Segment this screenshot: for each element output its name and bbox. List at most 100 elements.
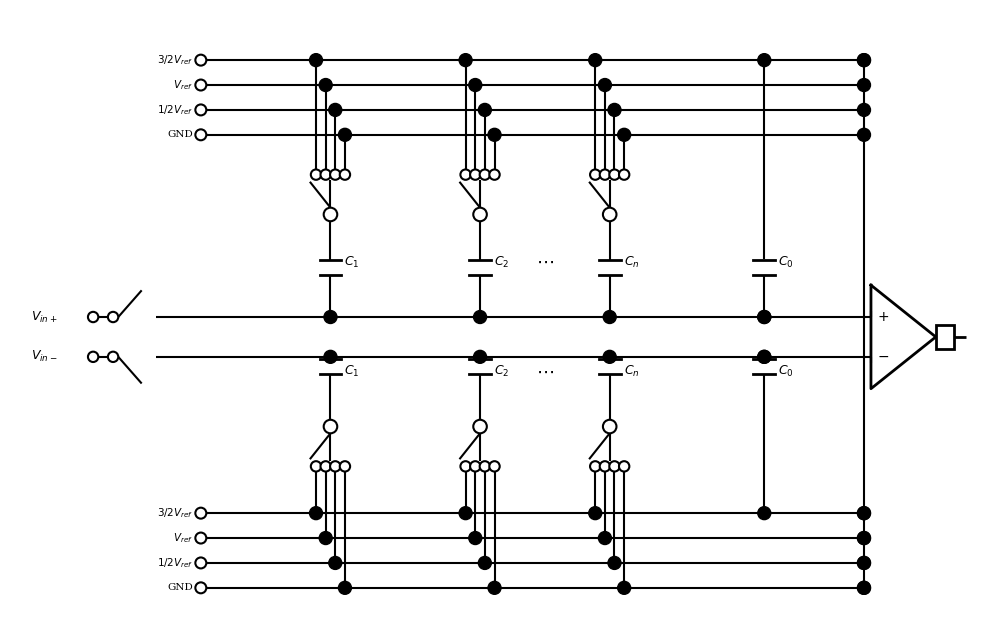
Circle shape — [88, 312, 98, 322]
Circle shape — [590, 461, 600, 472]
Circle shape — [195, 532, 206, 544]
Text: $V_{ref}$: $V_{ref}$ — [173, 531, 193, 545]
Circle shape — [598, 532, 611, 544]
Circle shape — [195, 129, 206, 141]
Circle shape — [108, 312, 118, 322]
Circle shape — [330, 461, 340, 472]
Circle shape — [474, 311, 487, 323]
Circle shape — [195, 104, 206, 116]
Circle shape — [618, 128, 631, 141]
Circle shape — [340, 169, 350, 180]
Circle shape — [758, 311, 771, 323]
Circle shape — [858, 557, 870, 569]
Circle shape — [473, 420, 487, 433]
Circle shape — [609, 461, 620, 472]
Circle shape — [858, 104, 870, 116]
Text: $3/2V_{ref}$: $3/2V_{ref}$ — [157, 53, 193, 67]
Circle shape — [478, 104, 491, 116]
Circle shape — [619, 169, 629, 180]
Text: +: + — [877, 310, 889, 324]
Text: −: − — [877, 350, 889, 364]
Circle shape — [603, 420, 616, 433]
Circle shape — [489, 169, 500, 180]
Circle shape — [600, 169, 610, 180]
Circle shape — [195, 507, 206, 519]
Circle shape — [608, 104, 621, 116]
Circle shape — [600, 461, 610, 472]
Circle shape — [858, 507, 870, 520]
Circle shape — [311, 169, 321, 180]
Circle shape — [324, 311, 337, 323]
Circle shape — [470, 169, 480, 180]
Text: $C_2$: $C_2$ — [494, 364, 509, 380]
Circle shape — [195, 582, 206, 593]
Text: $C_0$: $C_0$ — [778, 255, 794, 270]
Circle shape — [488, 581, 501, 594]
Text: $C_0$: $C_0$ — [778, 364, 794, 380]
Circle shape — [489, 461, 500, 472]
Text: $C_1$: $C_1$ — [344, 364, 360, 380]
Circle shape — [311, 461, 321, 472]
Circle shape — [329, 104, 342, 116]
Circle shape — [310, 54, 322, 66]
Circle shape — [321, 169, 331, 180]
Text: $\cdots$: $\cdots$ — [536, 363, 554, 381]
Circle shape — [469, 79, 482, 91]
Circle shape — [603, 311, 616, 323]
Circle shape — [858, 532, 870, 544]
Circle shape — [310, 507, 322, 520]
Circle shape — [460, 461, 471, 472]
Text: $C_n$: $C_n$ — [624, 255, 639, 270]
Circle shape — [858, 128, 870, 141]
Circle shape — [473, 208, 487, 221]
Circle shape — [480, 169, 490, 180]
Circle shape — [858, 507, 870, 520]
Circle shape — [338, 128, 351, 141]
Circle shape — [460, 169, 471, 180]
Circle shape — [319, 79, 332, 91]
Text: $C_n$: $C_n$ — [624, 364, 639, 380]
Text: $1/2V_{ref}$: $1/2V_{ref}$ — [157, 556, 193, 570]
Circle shape — [469, 532, 482, 544]
Bar — [936, 325, 954, 349]
Circle shape — [858, 557, 870, 569]
Text: $V_{in-}$: $V_{in-}$ — [31, 350, 58, 364]
Circle shape — [330, 169, 340, 180]
Circle shape — [459, 507, 472, 520]
Circle shape — [758, 54, 771, 66]
Circle shape — [329, 557, 342, 569]
Circle shape — [858, 581, 870, 594]
Circle shape — [88, 351, 98, 362]
Circle shape — [758, 350, 771, 364]
Circle shape — [858, 79, 870, 91]
Circle shape — [340, 461, 350, 472]
Circle shape — [590, 169, 600, 180]
Circle shape — [338, 581, 351, 594]
Circle shape — [618, 581, 631, 594]
Circle shape — [858, 532, 870, 544]
Circle shape — [470, 461, 480, 472]
Circle shape — [459, 54, 472, 66]
Circle shape — [589, 507, 602, 520]
Circle shape — [758, 311, 771, 323]
Circle shape — [858, 54, 870, 66]
Circle shape — [324, 208, 337, 221]
Circle shape — [758, 507, 771, 520]
Circle shape — [858, 54, 870, 66]
Circle shape — [195, 557, 206, 569]
Circle shape — [619, 461, 629, 472]
Text: $C_2$: $C_2$ — [494, 255, 509, 270]
Circle shape — [108, 351, 118, 362]
Text: GND: GND — [167, 130, 193, 139]
Circle shape — [480, 461, 490, 472]
Circle shape — [758, 350, 771, 364]
Circle shape — [589, 54, 602, 66]
Circle shape — [858, 581, 870, 594]
Circle shape — [324, 350, 337, 364]
Circle shape — [478, 557, 491, 569]
Circle shape — [598, 79, 611, 91]
Text: $V_{in+}$: $V_{in+}$ — [31, 309, 58, 325]
Circle shape — [324, 420, 337, 433]
Text: $3/2V_{ref}$: $3/2V_{ref}$ — [157, 506, 193, 520]
Circle shape — [608, 557, 621, 569]
